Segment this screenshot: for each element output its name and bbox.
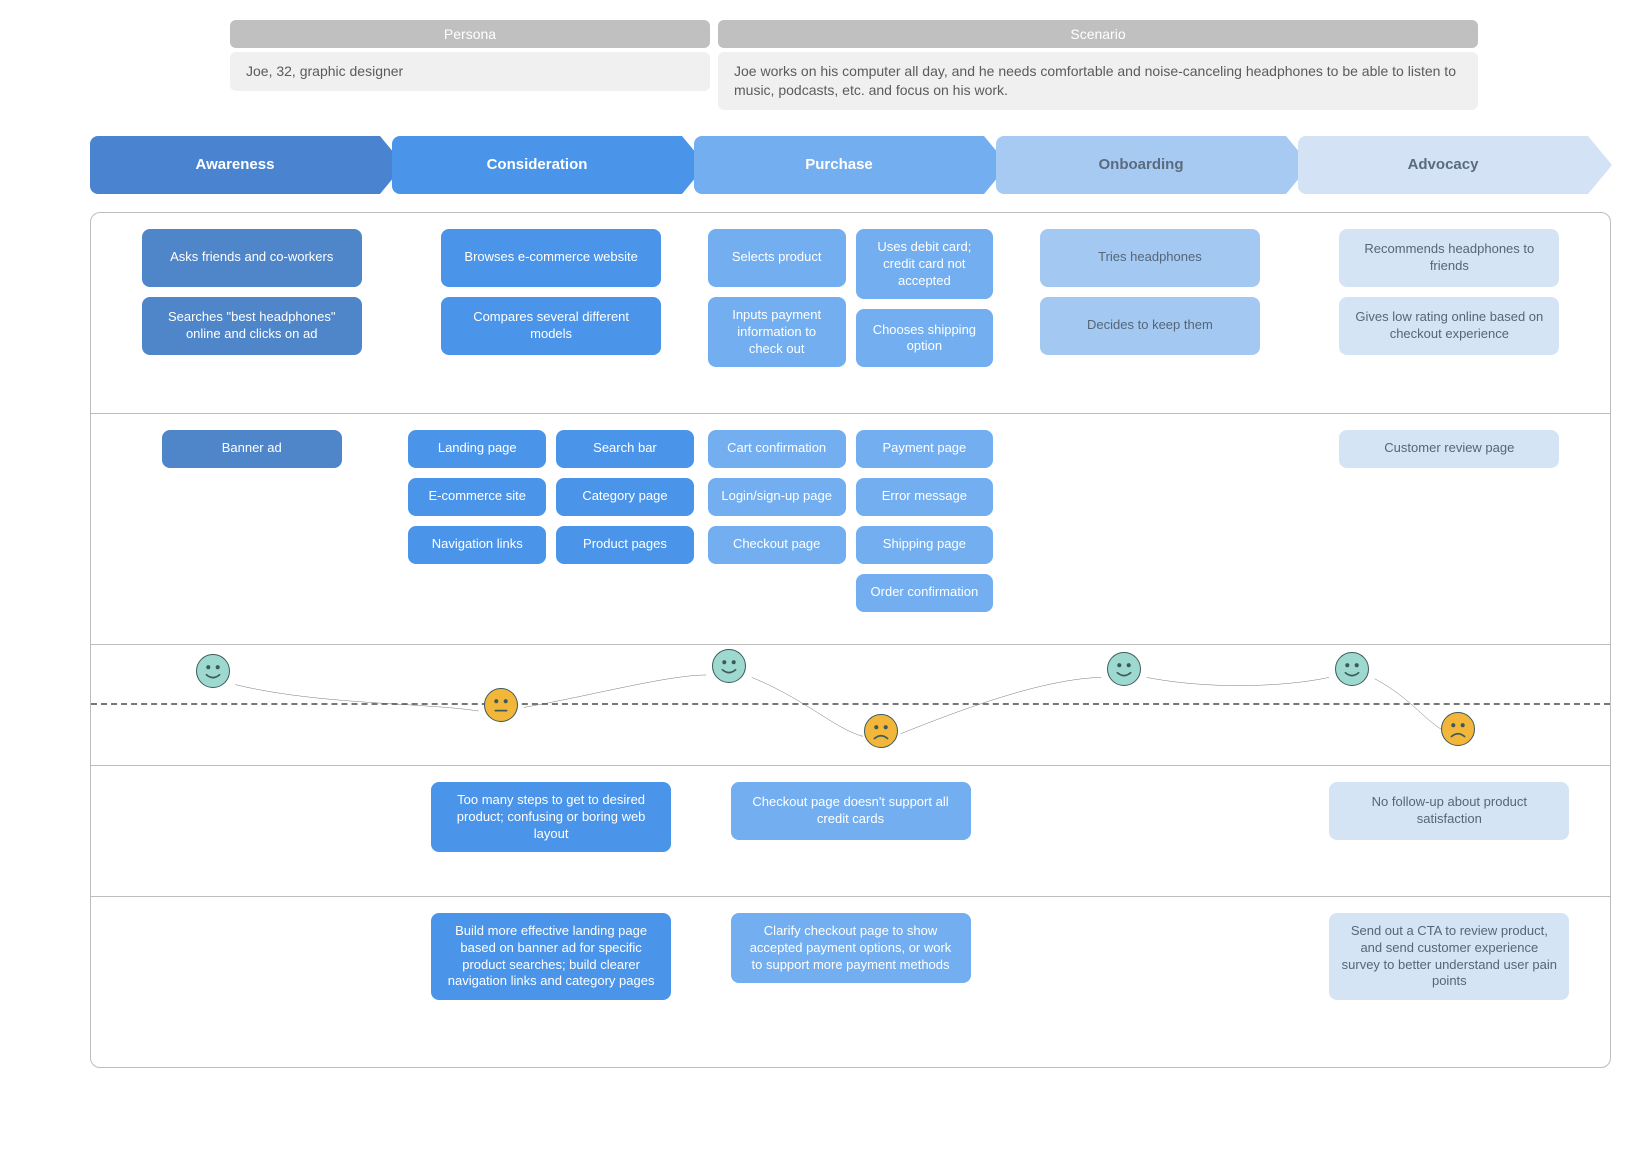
journey-card: Chooses shipping option <box>856 309 994 367</box>
journey-card: Login/sign-up page <box>708 478 846 516</box>
stage-advocacy: Advocacy <box>1298 136 1588 194</box>
journey-card: Uses debit card; credit card not accepte… <box>856 229 994 300</box>
stage-awareness: Awareness <box>90 136 380 194</box>
journey-card: Product pages <box>556 526 694 564</box>
ua-advocacy: Recommends headphones to friends Gives lo… <box>1307 229 1592 397</box>
journey-card: E-commerce site <box>408 478 546 516</box>
emotion-face-happy <box>1335 652 1369 686</box>
journey-card: Navigation links <box>408 526 546 564</box>
section-touchpoints: Touchpoints Banner ad Landing pageE-comm… <box>91 414 1610 645</box>
journey-card: Banner ad <box>162 430 342 468</box>
section-solutions: Possible solutions Build more effective … <box>91 897 1610 1067</box>
journey-card: Checkout page doesn't support all credit… <box>731 782 971 840</box>
journey-card: Build more effective landing page based … <box>431 913 671 1001</box>
journey-card: Browses e-commerce website <box>441 229 661 287</box>
journey-card: Gives low rating online based on checkou… <box>1339 297 1559 355</box>
emotion-face-happy <box>1107 652 1141 686</box>
journey-card: Order confirmation <box>856 574 994 612</box>
journey-card: Compares several different models <box>441 297 661 355</box>
journey-card: Checkout page <box>708 526 846 564</box>
ua-awareness: Asks friends and co-workers Searches "bes… <box>109 229 394 397</box>
journey-card: Inputs payment information to check out <box>708 297 846 368</box>
tp-purchase: Cart confirmation Login/sign-up page Check… <box>708 430 993 612</box>
journey-card: Category page <box>556 478 694 516</box>
journey-card: Searches "best headphones" online and cl… <box>142 297 362 355</box>
emotion-face-happy <box>196 654 230 688</box>
journey-card: Decides to keep them <box>1040 297 1260 355</box>
persona-text: Joe, 32, graphic designer <box>230 52 710 91</box>
journey-card: Error message <box>856 478 994 516</box>
ua-consideration: Browses e-commerce website Compares sever… <box>408 229 693 397</box>
journey-card: Cart confirmation <box>708 430 846 468</box>
journey-card: Payment page <box>856 430 994 468</box>
scenario-group: Scenario Joe works on his computer all d… <box>718 20 1478 110</box>
stage-purchase: Purchase <box>694 136 984 194</box>
emotion-face-happy <box>712 649 746 683</box>
stage-consideration: Consideration <box>392 136 682 194</box>
persona-group: Persona Joe, 32, graphic designer <box>230 20 710 110</box>
ua-onboarding: Tries headphones Decides to keep them <box>1007 229 1292 397</box>
scenario-header: Scenario <box>718 20 1478 48</box>
emotion-face-sad <box>1441 712 1475 746</box>
emotion-face-neutral <box>484 688 518 722</box>
journey-card: Shipping page <box>856 526 994 564</box>
journey-card: Asks friends and co-workers <box>142 229 362 287</box>
journey-card: Selects product <box>708 229 846 287</box>
journey-card: Tries headphones <box>1040 229 1260 287</box>
journey-card: Too many steps to get to desired product… <box>431 782 671 853</box>
journey-card: Customer review page <box>1339 430 1559 468</box>
journey-grid: User actions Asks friends and co-workers… <box>90 212 1611 1068</box>
section-user-actions: User actions Asks friends and co-workers… <box>91 213 1610 414</box>
tp-consideration: Landing page E-commerce site Navigation li… <box>408 430 693 564</box>
tp-awareness: Banner ad <box>109 430 394 468</box>
stage-onboarding: Onboarding <box>996 136 1286 194</box>
stages-row: Awareness Consideration Purchase Onboard… <box>90 136 1611 194</box>
section-pain-points: Pain points Too many steps to get to des… <box>91 766 1610 897</box>
persona-scenario-row: Persona Joe, 32, graphic designer Scenar… <box>230 20 1611 110</box>
journey-card: Search bar <box>556 430 694 468</box>
tp-advocacy: Customer review page <box>1307 430 1592 468</box>
ua-purchase: Selects product Inputs payment informatio… <box>708 229 993 397</box>
emotion-face-sad <box>864 714 898 748</box>
persona-header: Persona <box>230 20 710 48</box>
journey-card: Send out a CTA to review product, and se… <box>1329 913 1569 1001</box>
scenario-text: Joe works on his computer all day, and h… <box>718 52 1478 110</box>
journey-card: No follow-up about product satisfaction <box>1329 782 1569 840</box>
section-emotions: Emotions <box>91 645 1610 766</box>
journey-card: Recommends headphones to friends <box>1339 229 1559 287</box>
journey-card: Clarify checkout page to show accepted p… <box>731 913 971 984</box>
emotion-curves <box>91 645 1610 765</box>
journey-card: Landing page <box>408 430 546 468</box>
